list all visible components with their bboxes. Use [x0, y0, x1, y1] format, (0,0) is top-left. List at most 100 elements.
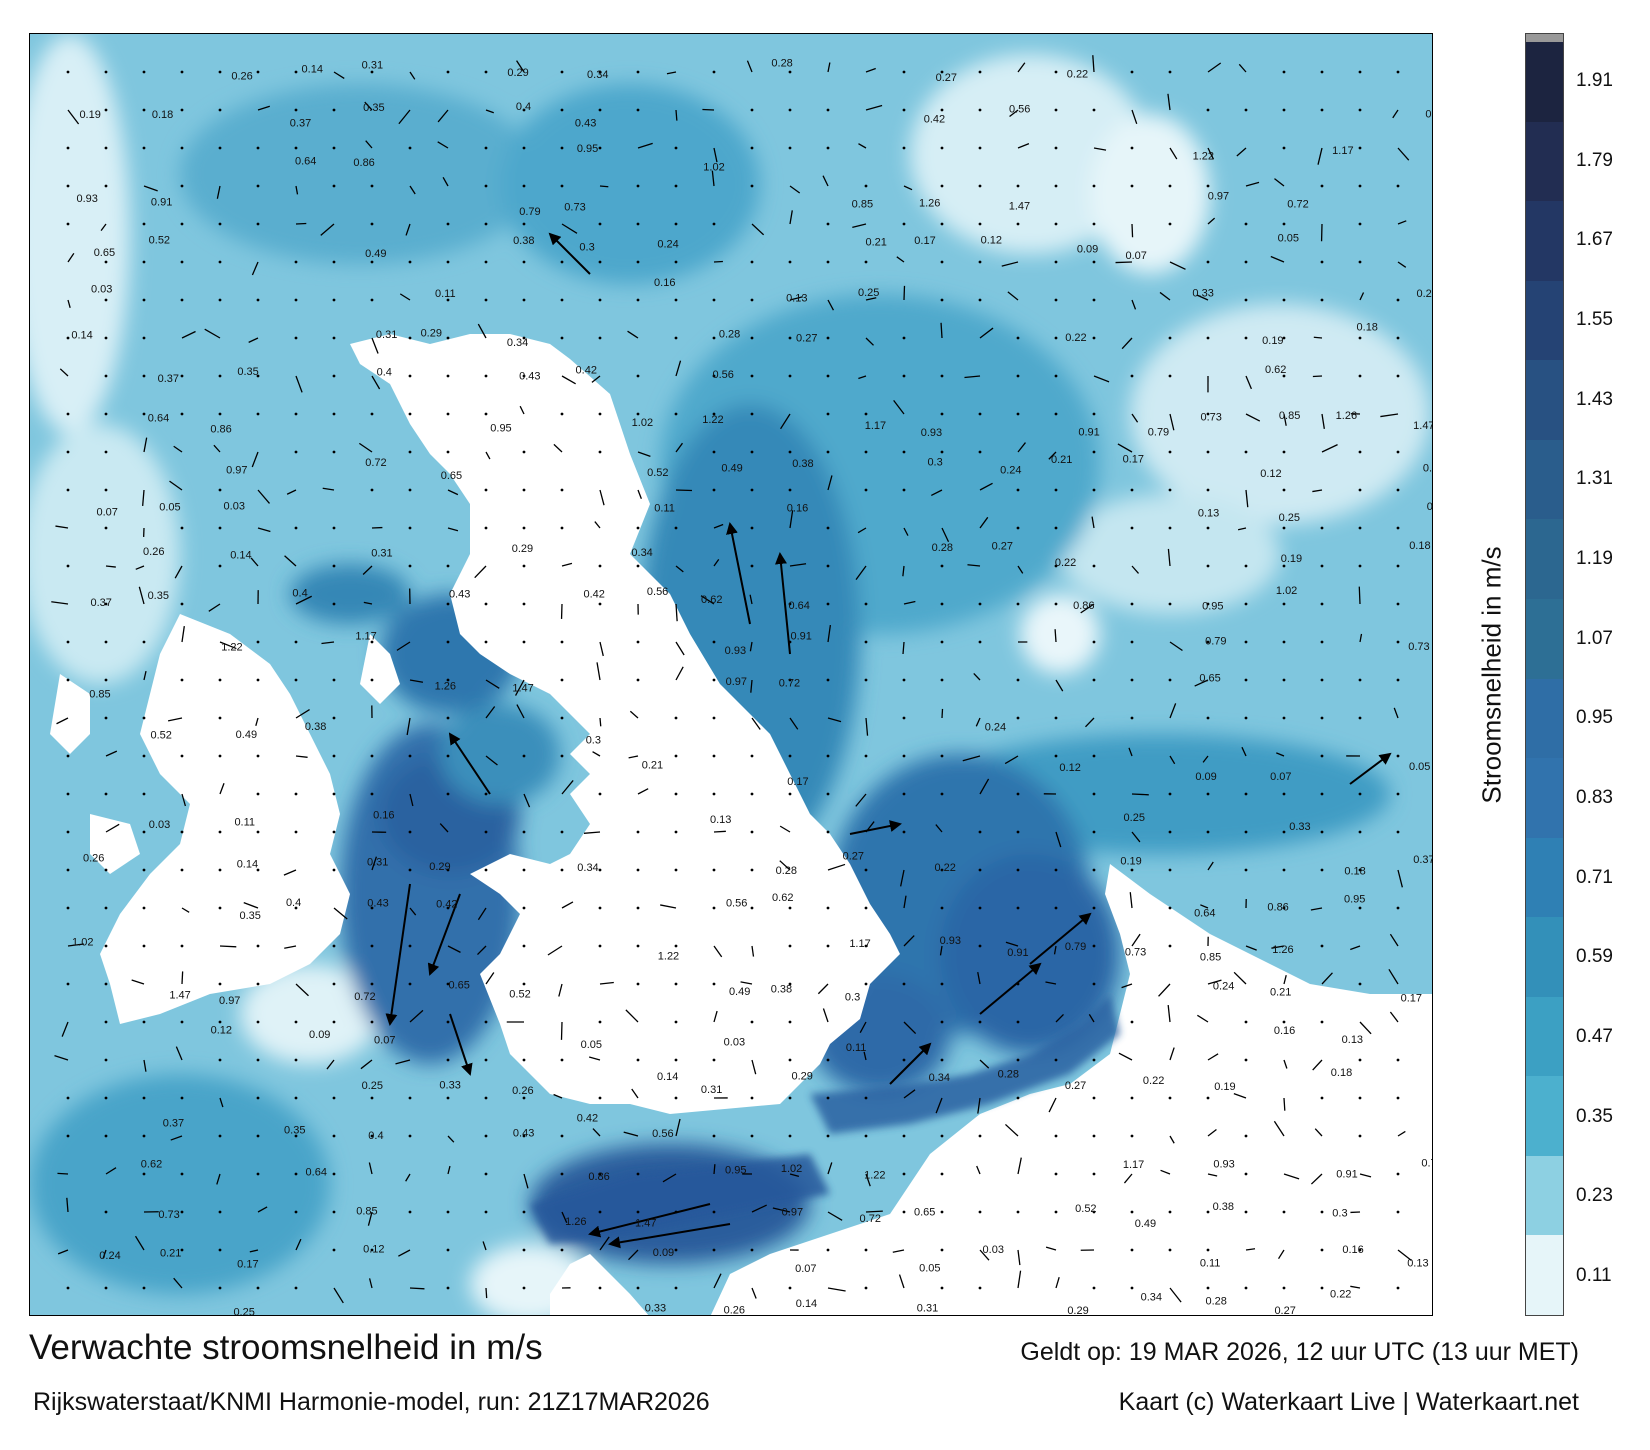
grid-dot	[1282, 678, 1286, 682]
grid-dot	[332, 1134, 336, 1138]
grid-dot	[902, 374, 906, 378]
current-arrow	[1397, 1249, 1412, 1261]
grid-dot	[1282, 298, 1286, 302]
grid-dot	[1130, 1286, 1134, 1290]
grid-dot	[408, 450, 412, 454]
grid-dot	[978, 602, 982, 606]
grid-dot	[902, 222, 906, 226]
grid-dot	[560, 1248, 564, 1252]
grid-dot	[142, 412, 146, 416]
grid-dot	[218, 564, 222, 568]
speed-value-label: 1.26	[1272, 944, 1293, 956]
current-arrow	[625, 1009, 639, 1023]
grid-dot	[674, 412, 678, 416]
grid-dot	[712, 678, 716, 682]
grid-dot	[712, 1058, 716, 1062]
grid-dot	[180, 1172, 184, 1176]
current-arrow	[219, 945, 237, 948]
current-arrow	[321, 641, 335, 645]
copyright-link[interactable]: Kaart (c) Waterkaart Live | Waterkaart.n…	[1118, 1388, 1579, 1416]
current-arrow	[855, 565, 867, 581]
grid-dot	[1396, 1172, 1400, 1176]
grid-dot	[1320, 1286, 1324, 1290]
grid-dot	[1358, 450, 1362, 454]
speed-value-label: 0.05	[919, 1262, 940, 1274]
grid-dot	[332, 374, 336, 378]
land-masses	[50, 334, 1432, 1315]
current-arrow	[485, 679, 500, 689]
grid-dot	[1282, 488, 1286, 492]
grid-dot	[864, 982, 868, 986]
grid-dot	[522, 830, 526, 834]
current-arrow	[896, 256, 905, 263]
current-arrow	[398, 109, 411, 125]
grid-dot	[522, 184, 526, 188]
grid-dot	[864, 602, 868, 606]
current-arrow	[358, 442, 373, 453]
speed-value-label: 0.22	[934, 862, 955, 874]
current-arrow	[1167, 1005, 1171, 1023]
grid-dot	[1054, 412, 1058, 416]
grid-dot	[218, 260, 222, 264]
grid-dot	[484, 526, 488, 530]
speed-value-label: 0.34	[1141, 1292, 1162, 1304]
speed-value-label: 0.91	[151, 196, 172, 208]
current-arrow	[561, 1211, 568, 1224]
grid-dot	[1244, 792, 1248, 796]
grid-dot	[522, 298, 526, 302]
current-arrow	[1080, 603, 1095, 614]
speed-value-label: 0.13	[786, 292, 807, 304]
grid-dot	[1358, 70, 1362, 74]
current-arrow	[1131, 565, 1140, 574]
grid-dot	[180, 70, 184, 74]
current-arrow	[1131, 413, 1139, 423]
grid-dot	[940, 108, 944, 112]
current-arrow	[1271, 945, 1285, 949]
speed-value-label: 0.33	[645, 1302, 666, 1314]
colorbar-tick-label: 1.19	[1576, 547, 1613, 569]
grid-dot	[560, 868, 564, 872]
current-arrow	[1207, 217, 1216, 225]
grid-dot	[522, 906, 526, 910]
speed-value-label: 0.86	[210, 423, 231, 435]
grid-dot	[560, 716, 564, 720]
grid-dot	[560, 298, 564, 302]
current-arrow	[57, 1172, 69, 1175]
current-arrow	[1085, 717, 1095, 728]
grid-dot	[1358, 868, 1362, 872]
grid-dot	[66, 488, 70, 492]
speed-value-label: 0.26	[83, 853, 104, 865]
grid-dot	[712, 906, 716, 910]
current-arrow	[903, 1021, 917, 1034]
grid-dot	[256, 1058, 260, 1062]
current-arrow	[1160, 1169, 1171, 1175]
current-arrow	[940, 322, 943, 339]
current-arrow	[485, 451, 491, 460]
current-arrow	[591, 375, 601, 383]
grid-dot	[1282, 374, 1286, 378]
current-arrow	[858, 375, 867, 380]
current-arrow	[1273, 1120, 1285, 1137]
grid-dot	[1206, 1210, 1210, 1214]
current-arrow	[485, 706, 496, 719]
grid-dot	[332, 526, 336, 530]
speed-value-label: 0.3	[845, 991, 860, 1003]
current-speed-map[interactable]: 0.26 0.14 0.31 0.29 0.34 0.28 0.27 0.22 0.19 0.18…	[29, 33, 1433, 1316]
strong-current-arrow	[449, 1013, 473, 1076]
current-arrow	[56, 717, 69, 725]
current-arrow	[1312, 1059, 1323, 1071]
strong-current-arrow	[775, 552, 791, 655]
current-arrow	[51, 601, 69, 605]
grid-dot	[294, 792, 298, 796]
grid-dot	[408, 260, 412, 264]
grid-dot	[180, 678, 184, 682]
grid-dot	[598, 868, 602, 872]
grid-dot	[408, 1096, 412, 1100]
grid-dot	[826, 602, 830, 606]
speed-value-label: 0.85	[1279, 410, 1300, 422]
current-arrow	[134, 1235, 145, 1251]
grid-dot	[180, 602, 184, 606]
grid-dot	[294, 450, 298, 454]
grid-dot	[218, 488, 222, 492]
grid-dot	[522, 450, 526, 454]
